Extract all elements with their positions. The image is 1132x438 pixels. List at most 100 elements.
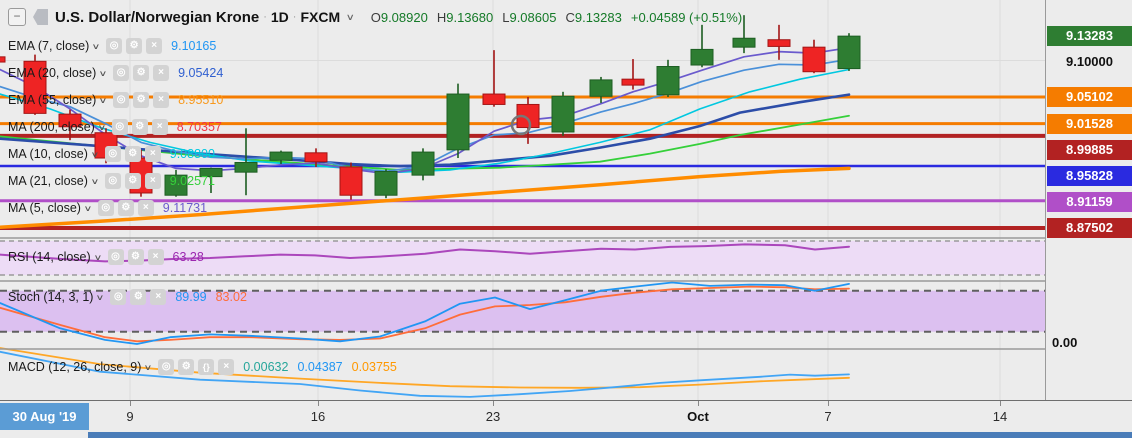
close-value: 9.13283	[574, 9, 622, 25]
visibility-toggle-icon[interactable]: ◎	[111, 119, 128, 135]
high-key: H	[436, 9, 447, 25]
indicator-value: 0.04387	[297, 360, 343, 374]
close-icon[interactable]: ×	[153, 92, 170, 108]
interval-selector[interactable]: 1D	[270, 9, 289, 25]
chevron-down-icon[interactable]: ∨	[93, 252, 102, 262]
settings-icon[interactable]: ⚙	[126, 38, 143, 54]
close-icon[interactable]: ×	[144, 146, 161, 162]
last-price-label: 9.13283	[1047, 26, 1132, 46]
price-axis-label: 8.95828	[1047, 166, 1132, 186]
close-icon[interactable]: ×	[150, 289, 167, 305]
visibility-toggle-icon[interactable]: ◎	[110, 289, 127, 305]
time-axis[interactable]: 30 Aug '19 9 16 23 Oct 7 14	[0, 400, 1132, 438]
settings-icon[interactable]: ⚙	[133, 92, 150, 108]
visibility-toggle-icon[interactable]: ◎	[104, 173, 121, 189]
price-level-lines	[0, 95, 1045, 230]
visibility-toggle-icon[interactable]: ◎	[113, 65, 130, 81]
time-axis-label: 16	[310, 409, 326, 424]
open-value: 9.08920	[380, 9, 428, 25]
price-axis-label: 8.99885	[1047, 140, 1132, 160]
close-icon[interactable]: ×	[144, 173, 161, 189]
close-icon[interactable]: ×	[218, 359, 235, 375]
indicator-legend-row: MA (200, close) ∨ ◎ ⚙ × 8.70357	[8, 117, 222, 137]
close-icon[interactable]: ×	[147, 249, 164, 265]
close-icon[interactable]: ×	[153, 65, 170, 81]
ohlc-readout: O9.08920 H9.13680 L9.08605 C9.13283 +0.0…	[371, 10, 742, 25]
indicator-legend-row: EMA (55, close) ∨ ◎ ⚙ × 8.95510	[8, 90, 223, 110]
time-tick	[130, 401, 131, 406]
settings-icon[interactable]: ⚙	[178, 359, 195, 375]
visibility-toggle-icon[interactable]: ◎	[97, 200, 114, 216]
indicator-label[interactable]: MA (200, close)	[8, 120, 95, 134]
chevron-down-icon[interactable]: ∨	[90, 149, 100, 159]
chevron-down-icon[interactable]: ∨	[97, 122, 107, 132]
chart-header: − U.S. Dollar/Norwegian Krone · 1D · FXC…	[8, 6, 742, 28]
time-axis-label: 9	[126, 409, 134, 424]
time-tick	[318, 401, 319, 406]
chevron-down-icon[interactable]: ∨	[345, 11, 356, 22]
time-tick	[828, 401, 829, 406]
indicator-label[interactable]: EMA (7, close)	[8, 39, 90, 53]
visibility-toggle-icon[interactable]: ◎	[158, 359, 175, 375]
indicator-value: 89.99	[175, 290, 207, 304]
time-range-badge: 30 Aug '19	[0, 403, 89, 430]
visibility-toggle-icon[interactable]: ◎	[104, 146, 121, 162]
change-value: +0.04589 (+0.51%)	[630, 9, 743, 25]
indicator-value: 9.10165	[171, 39, 217, 53]
close-icon[interactable]: ×	[146, 38, 163, 54]
settings-icon[interactable]: ⚙	[124, 146, 141, 162]
time-tick	[493, 401, 494, 406]
price-axis-label: 9.05102	[1047, 87, 1132, 107]
collapse-button[interactable]: −	[8, 8, 26, 26]
time-axis-label: 14	[992, 409, 1008, 424]
scrollbar-strip[interactable]	[88, 432, 1132, 438]
close-icon[interactable]: ×	[137, 200, 154, 216]
symbol-title[interactable]: U.S. Dollar/Norwegian Krone	[55, 8, 260, 26]
visibility-toggle-icon[interactable]: ◎	[107, 249, 124, 265]
indicator-legend-row: Stoch (14, 3, 1) ∨ ◎ ⚙ × 89.99 83.02	[8, 287, 247, 307]
settings-icon[interactable]: ⚙	[130, 289, 147, 305]
settings-icon[interactable]: ⚙	[127, 249, 144, 265]
settings-icon[interactable]: ⚙	[131, 119, 148, 135]
chevron-down-icon[interactable]: ∨	[90, 176, 100, 186]
chevron-down-icon[interactable]: ∨	[83, 203, 93, 213]
indicator-label[interactable]: Stoch (14, 3, 1)	[8, 290, 94, 304]
settings-icon[interactable]: ⚙	[117, 200, 134, 216]
indicator-legend-row: MA (21, close) ∨ ◎ ⚙ × 9.02571	[8, 171, 215, 191]
indicator-legend-row: RSI (14, close) ∨ ◎ ⚙ × 63.28	[8, 247, 204, 267]
close-icon[interactable]: ×	[151, 119, 168, 135]
indicator-label[interactable]: MA (10, close)	[8, 147, 88, 161]
settings-icon[interactable]: ⚙	[124, 173, 141, 189]
indicator-value: 63.28	[172, 250, 204, 264]
visibility-toggle-icon[interactable]: ◎	[113, 92, 130, 108]
source-code-icon[interactable]: {}	[198, 359, 215, 375]
event-marker-circle	[510, 114, 532, 136]
indicator-label[interactable]: MA (21, close)	[8, 174, 88, 188]
indicator-legend-row: EMA (7, close) ∨ ◎ ⚙ × 9.10165	[8, 36, 216, 56]
indicator-label[interactable]: RSI (14, close)	[8, 250, 91, 264]
visibility-toggle-icon[interactable]: ◎	[106, 38, 123, 54]
time-axis-label: 23	[485, 409, 501, 424]
indicator-value: 83.02	[215, 290, 247, 304]
chevron-down-icon[interactable]: ∨	[143, 362, 153, 372]
time-tick	[698, 401, 699, 406]
indicator-label[interactable]: MA (5, close)	[8, 201, 81, 215]
settings-icon[interactable]: ⚙	[133, 65, 150, 81]
indicator-label[interactable]: EMA (20, close)	[8, 66, 97, 80]
chevron-down-icon[interactable]: ∨	[98, 95, 108, 105]
indicator-legend-row: MACD (12, 26, close, 9) ∨ ◎ ⚙{} × 0.00632 0.04…	[8, 357, 397, 377]
price-axis-label: 9.10000	[1066, 54, 1113, 69]
low-key: L	[502, 9, 510, 25]
exchange-selector[interactable]: FXCM	[300, 9, 341, 25]
time-tick	[1000, 401, 1001, 406]
chevron-down-icon[interactable]: ∨	[96, 292, 105, 302]
indicator-label[interactable]: EMA (55, close)	[8, 93, 97, 107]
chevron-down-icon[interactable]: ∨	[98, 68, 108, 78]
indicator-bands	[0, 240, 1045, 333]
time-axis-label: 7	[824, 409, 832, 424]
chevron-down-icon[interactable]: ∨	[91, 41, 101, 51]
indicator-label[interactable]: MACD (12, 26, close, 9)	[8, 360, 142, 374]
indicator-value: 8.70357	[176, 120, 222, 134]
price-axis[interactable]: 9.13283 9.10000 9.05102 9.01528 8.99885 8.958…	[1045, 0, 1132, 400]
